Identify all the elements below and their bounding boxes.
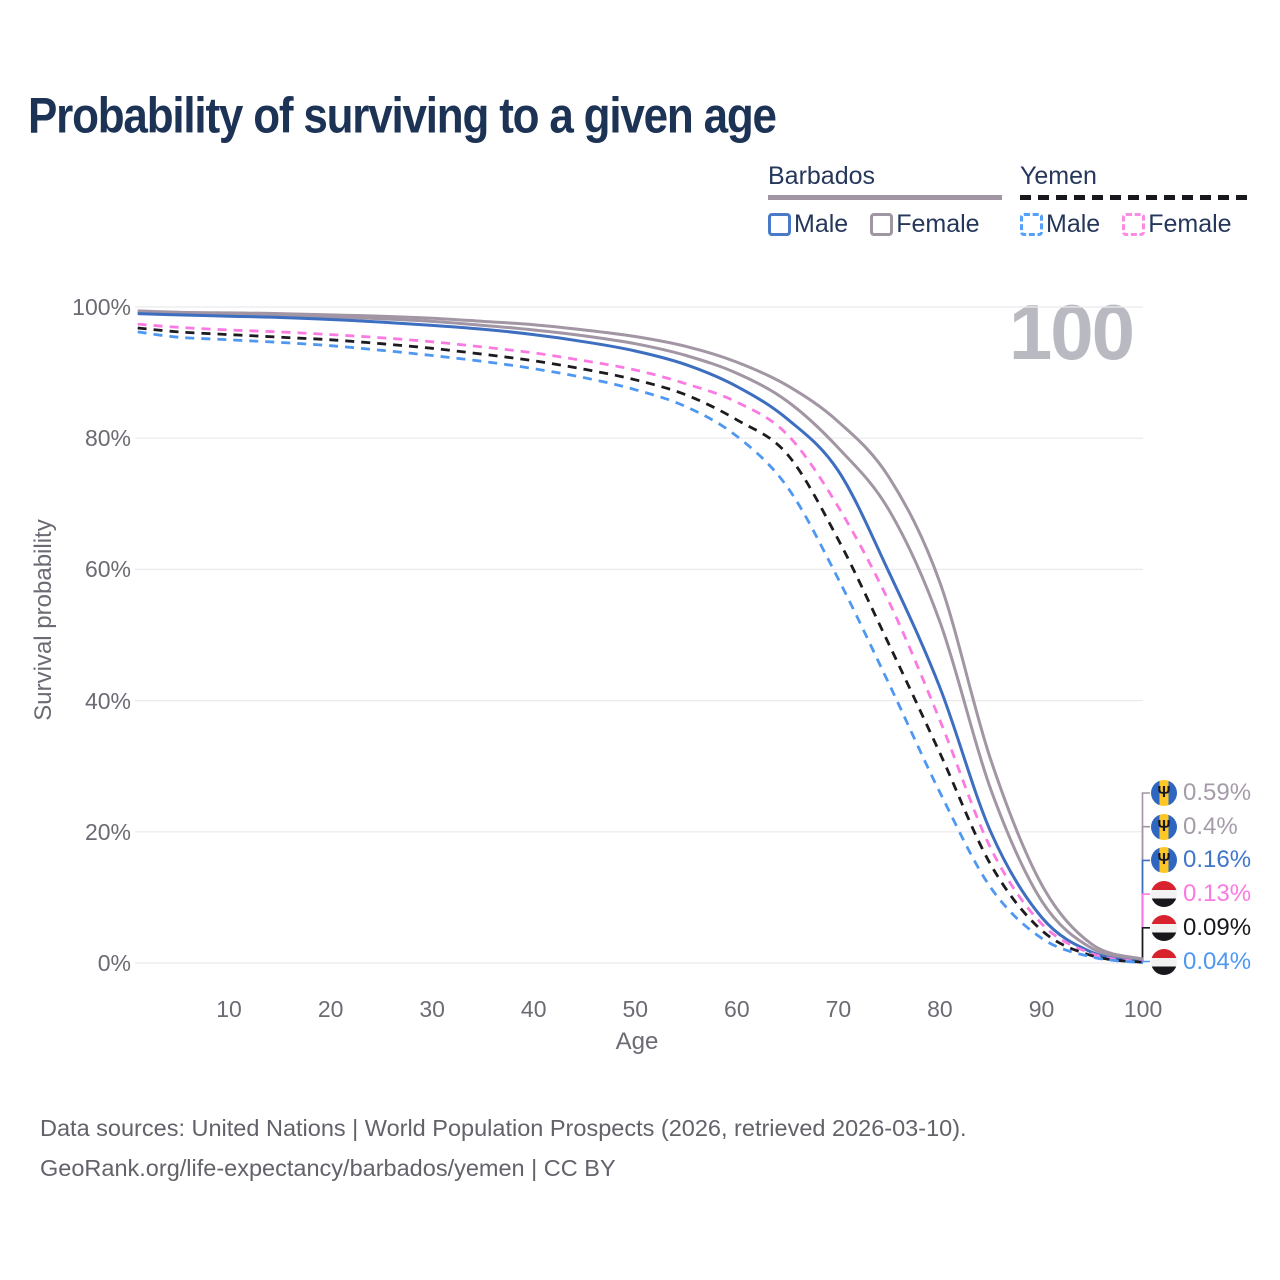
curve-barbados-both — [137, 310, 1144, 962]
end-label-connector-0 — [1141, 792, 1150, 960]
end-label-value: 0.59% — [1183, 779, 1252, 806]
yemen-flag-icon — [1151, 914, 1177, 941]
x-axis-title: Age — [615, 1028, 659, 1055]
x-tick-100: 100 — [1123, 996, 1163, 1022]
yemen-flag-icon — [1151, 881, 1177, 908]
curve-yemen-both — [137, 326, 1144, 964]
end-label-row-barbados-0.59%: Ψ 0.59% — [1151, 779, 1252, 807]
legend-item-yemen-female[interactable]: Female — [1122, 210, 1232, 239]
y-tick-60%: 60% — [84, 556, 131, 583]
x-tick-80: 80 — [927, 996, 953, 1022]
y-axis-title: Survival probability — [30, 519, 57, 721]
y-tick-40%: 40% — [84, 687, 131, 714]
x-tick-40: 40 — [520, 996, 547, 1022]
yemen-flag-icon — [1151, 948, 1177, 975]
end-label-value: 0.04% — [1183, 947, 1252, 975]
legend-group-yemen: Yemen Male Female — [1020, 162, 1254, 239]
curve-yemen-female-female — [137, 322, 1144, 964]
curve-barbados-female-female — [137, 309, 1144, 961]
x-tick-50: 50 — [622, 996, 649, 1022]
footer-attribution: GeoRank.org/life-expectancy/barbados/yem… — [40, 1155, 616, 1181]
barbados-flag-icon: Ψ — [1151, 847, 1177, 874]
checkbox-yemen-male[interactable] — [1020, 213, 1043, 236]
x-tick-10: 10 — [216, 996, 242, 1022]
checkbox-barbados-male[interactable] — [768, 213, 791, 236]
legend-item-barbados-female[interactable]: Female — [870, 210, 980, 239]
end-label-value: 0.4% — [1183, 812, 1238, 840]
end-label-row-yemen-0.13%: 0.13% — [1151, 880, 1252, 908]
end-label-row-yemen-0.04%: 0.04% — [1151, 948, 1251, 975]
trident-icon: Ψ — [1157, 851, 1171, 869]
checkbox-barbados-female[interactable] — [870, 213, 894, 236]
end-label-value: 0.13% — [1183, 880, 1252, 908]
page-title: Probability of surviving to a given age — [28, 88, 777, 144]
footer: Data sources: United Nations | World Pop… — [40, 1108, 967, 1188]
end-label-row-barbados-0.16%: Ψ 0.16% — [1151, 846, 1252, 874]
footer-data-sources: Data sources: United Nations | World Pop… — [40, 1115, 967, 1141]
legend-label-yemen-male: Male — [1046, 210, 1101, 238]
barbados-flag-icon: Ψ — [1151, 813, 1177, 840]
end-label-row-yemen-0.09%: 0.09% — [1151, 914, 1251, 941]
legend-label-barbados-female: Female — [896, 210, 980, 238]
trident-icon: Ψ — [1157, 784, 1171, 801]
legend-country-yemen: Yemen — [1020, 162, 1097, 190]
legend-linestyle-yemen — [1020, 195, 1254, 200]
y-tick-100%: 100% — [72, 294, 131, 320]
legend-label-barbados-male: Male — [794, 210, 849, 238]
x-tick-70: 70 — [825, 996, 852, 1022]
end-label-connector-4 — [1141, 927, 1150, 963]
x-tick-90: 90 — [1028, 996, 1055, 1022]
age-counter-watermark: 100 — [1008, 288, 1135, 376]
legend-label-yemen-female: Female — [1148, 210, 1232, 238]
barbados-flag-icon: Ψ — [1151, 780, 1177, 806]
legend-item-barbados-male[interactable]: Male — [768, 210, 848, 239]
trident-icon: Ψ — [1157, 817, 1171, 835]
end-label-connector-2 — [1141, 859, 1150, 962]
y-tick-80%: 80% — [84, 425, 131, 452]
checkbox-yemen-female[interactable] — [1122, 213, 1146, 236]
end-label-connector-5 — [1141, 960, 1150, 963]
x-tick-20: 20 — [317, 996, 344, 1022]
legend-group-barbados: Barbados Male Female — [768, 162, 1002, 239]
end-label-value: 0.16% — [1183, 846, 1252, 874]
y-tick-0%: 0% — [97, 950, 131, 976]
legend-item-yemen-male[interactable]: Male — [1020, 210, 1100, 239]
curve-yemen-male-male — [137, 330, 1144, 965]
legend-country-barbados: Barbados — [768, 162, 876, 190]
curve-barbados-male-male — [137, 312, 1144, 964]
x-tick-30: 30 — [419, 996, 445, 1022]
y-tick-20%: 20% — [84, 818, 131, 845]
legend-linestyle-barbados — [768, 195, 1002, 200]
end-label-row-barbados-0.4%: Ψ 0.4% — [1151, 813, 1238, 840]
end-label-value: 0.09% — [1183, 913, 1252, 941]
x-tick-60: 60 — [724, 996, 750, 1022]
